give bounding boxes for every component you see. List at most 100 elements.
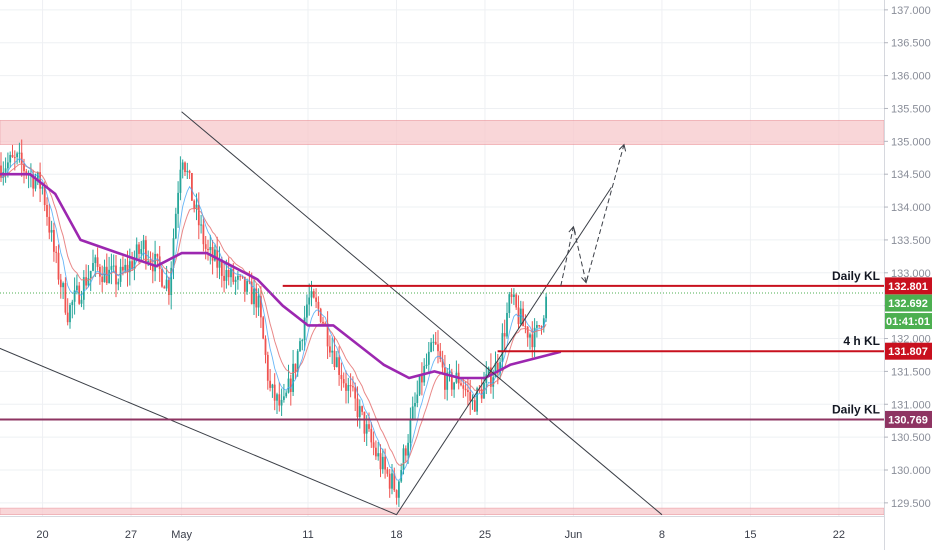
candle-body [209,247,212,251]
projection-arrowhead [581,275,589,284]
key-level-label: Daily KL [832,269,880,283]
candle-body [480,389,483,399]
candle-body [524,326,527,328]
candle-body [147,260,150,262]
candle-body [179,169,182,193]
candle-body [540,326,543,328]
candle-body [20,152,23,164]
candle-body [395,490,398,498]
candle-body [197,204,200,226]
price-tick-label: 131.500 [891,366,931,378]
candle-body [80,299,83,304]
candle-body [43,186,46,205]
key-level-price-tag-bg [885,410,932,428]
candle-body [425,364,428,367]
price-tick-label: 133.000 [891,268,931,280]
candle-body [533,327,536,348]
candle-body [464,388,467,391]
candle-body [329,346,331,353]
price-tick-label: 130.000 [891,465,931,477]
candle-body [473,400,476,412]
candle-body [352,386,354,388]
date-tick-label: 15 [744,529,756,541]
candle-body [517,307,520,325]
price-tick-label: 135.000 [891,136,931,148]
projection-path [560,143,627,287]
price-tick-label: 136.000 [891,71,931,83]
date-tick-label: Jun [565,529,583,541]
candle-body [338,357,340,375]
candle-body [262,317,265,339]
candle-body [508,294,511,313]
candle-body [260,296,262,318]
candle-body [145,240,147,262]
candle-body [158,256,161,269]
zone-rect [0,119,885,145]
candle-body [471,400,474,402]
candle-body [223,275,225,281]
candle-body [545,296,547,319]
candle-body [271,384,274,388]
candle-body [172,238,175,268]
candle-body [94,257,97,264]
candle-body [92,263,94,271]
candle-body [99,266,101,277]
candle-body [315,297,317,302]
candle-body [165,279,168,289]
candle-body [536,325,538,328]
candle-body [310,291,313,298]
price-tick-label: 137.000 [891,5,931,17]
candle-body [48,216,51,233]
candle-body [117,281,120,285]
candle-body [391,473,393,489]
candle-body [421,374,423,383]
candle-body [506,312,508,337]
candle-body [227,269,230,278]
candle-body [142,240,145,250]
projection-line [560,144,625,287]
candle-body [418,374,421,395]
price-tick-label: 134.500 [891,169,931,181]
candle-body [287,378,290,393]
candle-body [513,294,515,297]
candle-body [59,279,62,288]
candle-body [294,363,297,373]
candle-body [13,157,16,159]
ma-slow-line [0,172,562,380]
candle-body [510,294,513,297]
date-tick-label: 25 [479,529,491,541]
candle-body [335,357,338,368]
candle-body [170,267,173,295]
candle-body [361,406,363,412]
candle-body [0,165,2,178]
candle-body [446,372,449,390]
candle-body [269,380,271,388]
candle-body [427,351,430,365]
candle-body [211,247,214,261]
candle-body [430,342,432,352]
candle-body [62,283,64,288]
candle-body [195,204,198,210]
candle-body [331,350,334,353]
candle-body [126,264,129,273]
candle-body [529,334,531,338]
candle-body [340,374,343,380]
candle-body [225,269,228,281]
candle-body [64,283,67,313]
candle-body [503,333,506,337]
candle-body [499,362,501,374]
candle-body [232,268,235,282]
candle-body [453,382,455,390]
candle-body [36,172,39,180]
candle-body [186,170,189,173]
candle-body [108,269,110,284]
candle-body [450,372,453,390]
candle-body [193,200,196,210]
candle-body [181,162,184,170]
candlesticks [0,139,547,507]
candle-body [200,224,202,226]
price-tick-label: 131.000 [891,399,931,411]
candle-body [115,265,117,285]
candle-body [204,244,207,249]
